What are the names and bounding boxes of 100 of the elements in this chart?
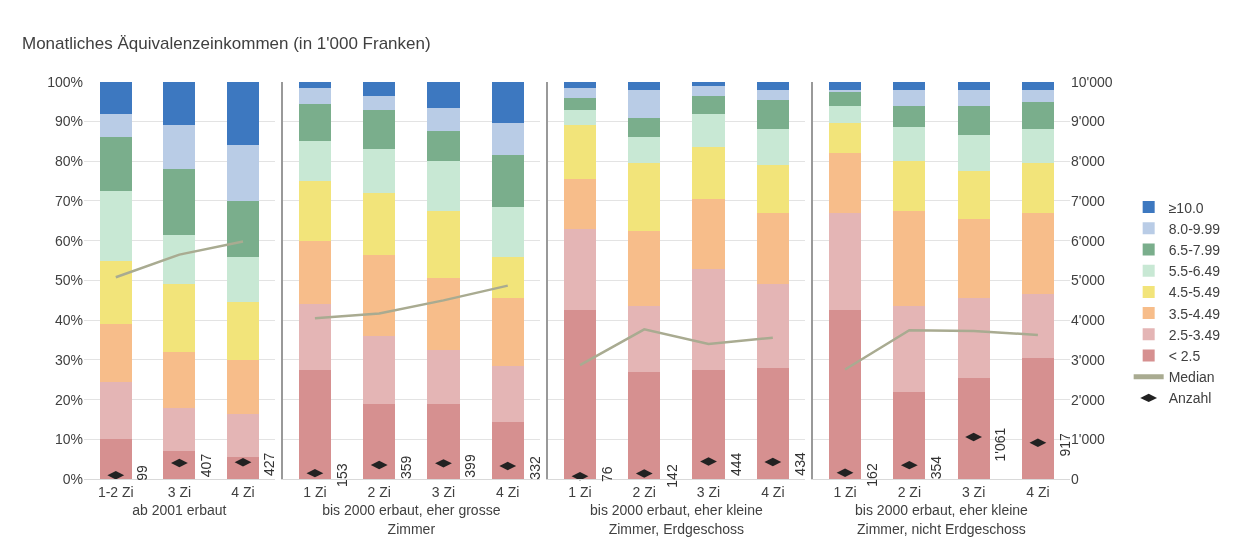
bar [628,371,661,480]
bar [427,107,460,132]
bar [828,81,862,90]
bar [692,95,725,114]
data-label: 407 [198,453,215,478]
x-tick-label: 4 Zi [496,484,520,501]
x-tick-label: 4 Zi [761,484,785,501]
bar [957,81,990,90]
bar [692,268,725,370]
y-tick-label: 30% [54,351,83,368]
y2-tick-label: 8'000 [1071,153,1106,170]
data-label: 99 [134,465,151,481]
bar [427,81,460,108]
bar [427,131,460,162]
legend-label: 8.0-9.99 [1168,220,1221,237]
x-tick-label: 3 Zi [431,484,456,501]
bar [163,81,196,126]
bar [692,369,725,480]
y2-tick-label: 0 [1071,471,1080,488]
bar [756,81,789,90]
bar [957,218,990,299]
bar [163,407,196,452]
bar [163,234,196,285]
bar [491,421,524,480]
x-tick-label: 3 Zi [696,484,721,501]
bar [298,240,331,305]
bar [692,113,725,148]
data-label: 427 [261,452,278,476]
data-label: 359 [398,455,415,479]
bar [427,161,460,211]
bar [756,89,789,100]
x-axis-title: bis 2000 erbaut, eher grosse Zimmer [322,502,501,537]
bar [363,95,396,110]
bar [563,125,597,180]
data-label: 917 [1056,432,1073,457]
x-tick-label: 4 Zi [1026,484,1050,501]
y2-tick-label: 1'000 [1071,431,1106,448]
bar [893,210,926,307]
x-axis-title: ab 2001 erbaut [132,502,227,519]
bar [427,403,460,480]
y-tick-label: 100% [47,73,83,90]
bar [628,81,661,90]
bar [298,87,331,104]
x-axis-title: bis 2000 erbaut, eher kleine Zimmer, Erdgeschoss [590,502,763,537]
y-tick-label: 20% [54,391,83,408]
bar [427,350,460,404]
bar [756,99,789,130]
bar [957,135,990,172]
bar [1021,81,1054,90]
legend-label: 6.5-7.99 [1168,241,1221,258]
bar [99,381,132,440]
bar [563,179,597,229]
bar [628,230,661,307]
bar [99,81,132,114]
x-tick-label: 3 Zi [167,484,192,501]
bar [828,153,862,213]
bar [828,89,862,92]
bar [893,89,926,106]
legend-label: Anzahl [1168,390,1212,407]
data-label: 354 [928,455,945,480]
bar [893,306,926,392]
x-tick-label: 2 Zi [367,484,391,501]
line-series [843,328,1040,371]
bar [491,298,524,366]
bar [491,123,524,156]
data-label: 142 [663,464,680,488]
bar [957,105,990,136]
bar [563,310,597,480]
bar [298,81,331,88]
legend-label: Median [1168,369,1215,386]
bar [692,147,725,199]
data-label: 1'061 [992,427,1009,462]
bar [99,137,132,192]
bar [828,310,862,480]
bar [363,149,396,194]
bar [628,306,661,372]
bar [298,181,331,241]
bar [692,198,725,269]
x-tick-label: 4 Zi [231,484,255,501]
bar [1021,89,1054,102]
y-tick-label: 60% [54,232,83,249]
bar [692,81,725,86]
x-tick-label: 1 Zi [568,484,592,501]
bar [491,365,524,422]
bar [828,123,862,154]
legend-label: 5.5-6.49 [1168,263,1221,280]
bar [427,278,460,351]
bar [99,324,132,382]
bar [163,284,196,353]
bar [298,304,331,370]
bar [563,81,597,88]
legend-label: 3.5-4.49 [1168,305,1221,322]
bar [298,103,331,142]
bar [1021,101,1054,130]
bar [1021,294,1054,358]
bar [893,81,926,90]
bar [227,302,259,360]
bar [756,284,789,368]
bar [756,129,789,166]
data-label: 399 [461,454,478,478]
